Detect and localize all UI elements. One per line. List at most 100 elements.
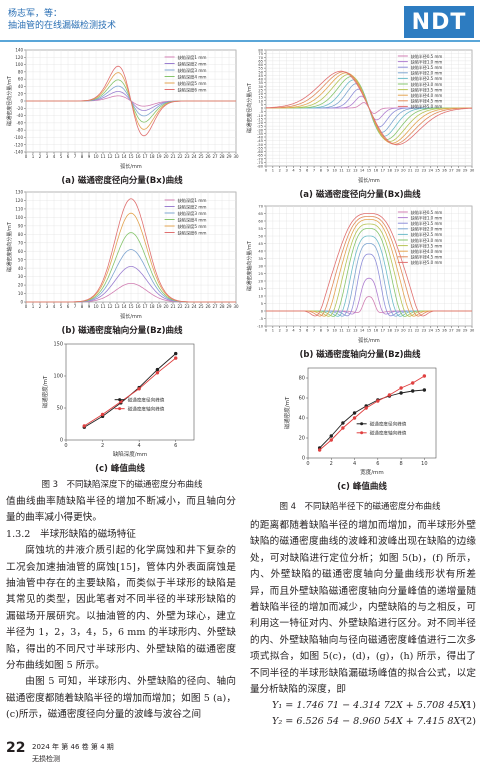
x-tick-label: 23 [184, 304, 190, 309]
y-tick-label: -20 [16, 106, 23, 111]
legend-label: 缺陷半径1.0 mm [411, 58, 443, 64]
y-tick-label: 65 [258, 212, 263, 216]
y-tick-label: -140 [14, 150, 24, 155]
right-column-text: 的距离都随着缺陷半径的增加而增加，而半球形外壁缺陷的磁通密度曲线的波峰和波峰出现… [250, 518, 476, 730]
x-tick-label: 21 [170, 304, 176, 309]
legend-label: 磁通密度径向峰值 [370, 421, 407, 428]
y-tick-label: 20 [18, 91, 24, 96]
paragraph: 的距离都随着缺陷半径的增加而增加，而半球形外壁缺陷的磁通密度曲线的波峰和波峰出现… [250, 520, 476, 696]
x-tick-label: 13 [114, 154, 120, 159]
y-axis-label: 磁通密度/mT [41, 375, 49, 408]
x-tick-label: 4 [53, 154, 56, 159]
x-tick-label: 24 [429, 169, 434, 173]
x-tick-label: 15 [367, 329, 372, 333]
y-tick-label: 100 [15, 215, 23, 220]
y-tick-label: 150 [53, 342, 63, 348]
x-tick-label: 4 [138, 443, 141, 449]
running-header-title: 抽油管的在线漏磁检测技术 [8, 21, 117, 31]
fig3c-chart: 0 50 100 150 0 2 4 6 缺陷深度/mm 磁通密度/mT 磁通密度径向峰值磁通密度轴… [41, 342, 195, 458]
x-tick-label: 6 [67, 304, 70, 309]
x-axis-label: 弧长/mm [120, 163, 142, 170]
x-tick-label: 29 [226, 154, 232, 159]
y-tick-label: 80 [299, 376, 305, 382]
x-tick-label: 16 [374, 329, 379, 333]
y-tick-label: 25 [258, 272, 263, 276]
y-tick-label: 80 [258, 49, 263, 53]
x-tick-label: 16 [135, 304, 141, 309]
y-tick-label: 60 [258, 220, 263, 224]
x-tick-label: 6 [376, 461, 379, 467]
x-tick-label: 4 [53, 304, 56, 309]
y-tick-label: -15 [257, 117, 263, 121]
fig4-caption: 图 4 不同缺陷半径下的磁通密度分布曲线 [279, 502, 441, 512]
x-tick-label: 26 [442, 329, 447, 333]
x-tick-label: 28 [219, 154, 225, 159]
y-tick-label: 40 [18, 266, 24, 271]
y-tick-label: 70 [258, 56, 263, 60]
data-point [155, 367, 160, 372]
legend-label: 缺陷深度3 mm [178, 210, 207, 217]
y-tick-label: 50 [258, 235, 263, 239]
y-tick-label: 60 [18, 77, 24, 82]
x-tick-label: 0 [25, 304, 28, 309]
y-tick-label: 10 [258, 295, 263, 299]
x-tick-label: 18 [149, 154, 155, 159]
x-axis-label: 弧长/mm [358, 177, 380, 184]
x-tick-label: 5 [60, 154, 63, 159]
equation-2-body: Y₂ = 6.526 54 − 8.960 54X + 7.415 8X² [272, 716, 465, 728]
x-tick-label: 12 [346, 169, 351, 173]
equation-1: Y₁ = 1.746 71 − 4.314 72X + 5.708 45X² (… [250, 698, 476, 714]
paragraph: 腐蚀坑的井液介质引起的化学腐蚀和井下复杂的工况会加速抽油管的腐蚀[15]，管体内… [6, 545, 236, 672]
legend-label: 缺陷半径4.0 mm [411, 248, 443, 254]
x-tick-label: 13 [114, 304, 120, 309]
legend-label: 缺陷半径2.0 mm [411, 226, 443, 232]
y-tick-label: -55 [257, 146, 263, 150]
x-tick-label: 27 [449, 169, 454, 173]
x-tick-label: 7 [313, 169, 315, 173]
y-tick-label: 0 [261, 107, 264, 111]
journal-name: 无损检测 [32, 755, 60, 763]
data-point [317, 448, 322, 452]
x-tick-label: 19 [394, 169, 399, 173]
y-tick-label: -70 [257, 157, 264, 161]
x-tick-label: 15 [128, 304, 134, 309]
legend-label: 缺陷深度1 mm [178, 197, 207, 204]
y-tick-label: 40 [299, 416, 305, 422]
x-tick-label: 25 [198, 304, 204, 309]
y-axis-label: 磁通密度/mT [283, 396, 291, 429]
data-point [155, 371, 160, 375]
y-tick-label: 120 [15, 55, 23, 60]
legend-label: 缺陷深度5 mm [178, 223, 207, 230]
y-tick-label: 25 [258, 88, 263, 92]
x-tick-label: 22 [415, 329, 420, 333]
x-tick-label: 30 [470, 169, 475, 173]
x-tick-label: 26 [205, 304, 211, 309]
section-heading: 1.3.2 半球形缺陷的磁场特征 [6, 528, 136, 540]
y-tick-label: 130 [15, 190, 23, 195]
y-tick-label: -80 [16, 128, 23, 133]
x-tick-label: 18 [387, 329, 392, 333]
legend-label: 磁通密度轴向峰值 [370, 430, 407, 437]
y-tick-label: 45 [258, 74, 263, 78]
y-tick-label: -5 [259, 110, 263, 114]
legend-label: 缺陷深度4 mm [178, 216, 207, 223]
y-tick-label: -60 [257, 150, 264, 154]
left-column-text: 值曲线曲率随缺陷半径的增加不断减小，而且轴向分量的曲率减小得更快。 1.3.2 … [6, 494, 236, 724]
data-point [329, 438, 333, 442]
x-tick-label: 23 [422, 169, 427, 173]
y-tick-label: -40 [16, 113, 23, 118]
x-tick-label: 22 [177, 154, 183, 159]
x-tick-label: 8 [81, 304, 84, 309]
y-tick-label: 0 [20, 300, 23, 305]
data-point [352, 411, 357, 415]
x-tick-label: 15 [128, 154, 134, 159]
y-tick-label: -45 [257, 139, 263, 143]
y-axis-label: 磁通密度径向分量/mT [246, 82, 253, 133]
y-tick-label: -35 [257, 132, 263, 136]
y-tick-label: 80 [18, 69, 24, 74]
x-tick-label: 14 [360, 329, 365, 333]
x-tick-label: 10 [421, 461, 427, 467]
x-tick-label: 7 [74, 304, 77, 309]
y-tick-label: 20 [258, 92, 263, 96]
y-tick-label: -65 [257, 154, 263, 158]
